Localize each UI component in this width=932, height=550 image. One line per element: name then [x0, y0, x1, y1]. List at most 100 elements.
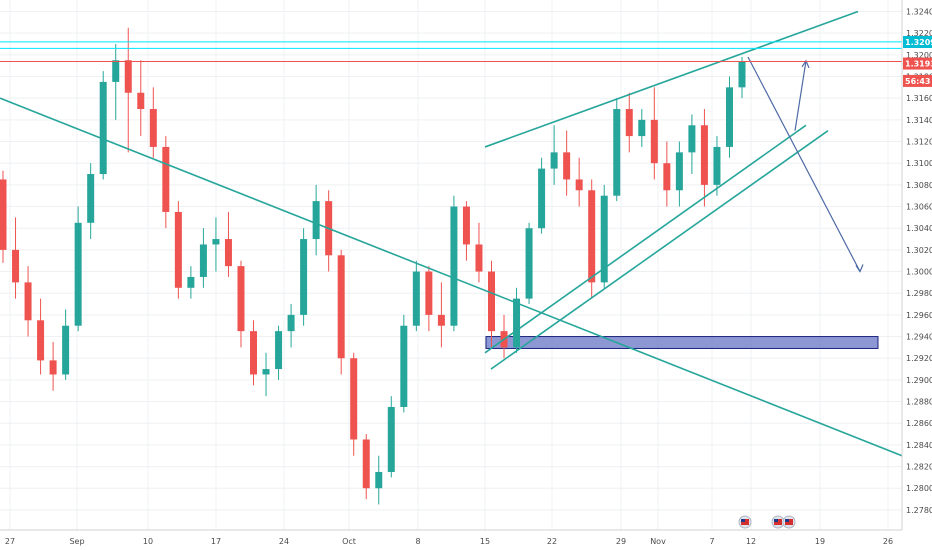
candle-body — [713, 146, 721, 185]
price-label-bg — [903, 74, 932, 87]
candle — [625, 92, 633, 153]
time-tick-label: 12 — [746, 537, 756, 546]
candle-body — [738, 61, 746, 88]
candle-body — [362, 439, 370, 489]
flag-icon[interactable] — [782, 515, 796, 529]
candle-body — [199, 244, 207, 277]
candle — [37, 298, 45, 375]
candle — [738, 57, 746, 99]
price-label-text: 1.32091 — [905, 38, 932, 47]
candle — [588, 179, 596, 299]
time-tick-label: Oct — [342, 537, 356, 546]
candle — [538, 157, 546, 234]
price-axis-panel[interactable] — [902, 0, 932, 530]
price-tick-label: 1.28600 — [906, 419, 932, 428]
flag-icon-canton — [785, 519, 789, 522]
time-tick-label: 27 — [5, 537, 15, 546]
price-tick-label: 1.30800 — [906, 181, 932, 190]
candle — [99, 71, 107, 180]
price-tick-label: 1.28200 — [906, 463, 932, 472]
candle-body — [663, 163, 671, 191]
time-tick-label: Nov — [650, 537, 666, 546]
candle-body — [287, 314, 295, 332]
price-tick-label: 1.30400 — [906, 224, 932, 233]
trendline[interactable] — [484, 10, 859, 148]
horizontal-levels[interactable] — [0, 41, 902, 63]
candle-body — [638, 119, 646, 137]
trendline[interactable] — [490, 130, 829, 370]
candle-body — [162, 146, 170, 212]
candle-body — [375, 471, 383, 489]
candle — [688, 114, 696, 175]
trendline-group[interactable] — [0, 10, 903, 457]
candle — [725, 76, 733, 158]
candle-body — [149, 109, 157, 147]
candle-body — [588, 190, 596, 283]
time-axis: 27 Sep 10 17 24 Oct 8 15 22 29 Nov 7 12 19 26 — [5, 537, 893, 546]
price-tick-label: 1.31000 — [906, 159, 932, 168]
candle — [362, 434, 370, 500]
price-tick-label: 1.28000 — [906, 484, 932, 493]
flag-icon[interactable] — [738, 515, 752, 529]
support-zone[interactable] — [485, 336, 879, 349]
price-tick-label: 1.28400 — [906, 441, 932, 450]
candle — [174, 201, 182, 299]
candle — [375, 455, 383, 505]
candle-body — [275, 331, 283, 370]
price-tick-label: 1.31200 — [906, 138, 932, 147]
candle — [475, 222, 483, 283]
time-tick-label: 10 — [143, 537, 153, 546]
candle-body — [387, 406, 395, 472]
arrow-up[interactable] — [794, 60, 807, 131]
candle — [325, 190, 333, 272]
time-tick-label: 17 — [211, 537, 221, 546]
candle — [199, 228, 207, 288]
candle — [137, 60, 145, 137]
candle — [462, 201, 470, 261]
candle — [112, 44, 120, 120]
time-tick-label: Sep — [69, 537, 84, 546]
candle-body — [237, 266, 245, 332]
candle — [212, 217, 220, 272]
candle-body — [600, 195, 608, 283]
candle — [24, 266, 32, 337]
candle — [62, 309, 70, 380]
candle-body — [525, 228, 533, 299]
candle — [12, 217, 20, 299]
price-tick-label: 1.30000 — [906, 268, 932, 277]
time-tick-label: 24 — [279, 537, 289, 546]
candle — [187, 266, 195, 299]
candle-body — [24, 282, 32, 321]
time-tick-label: 22 — [547, 537, 557, 546]
candle-body — [250, 331, 258, 375]
price-labels: 1.32091 1.31938 56:43 — [903, 35, 932, 87]
candle — [650, 87, 658, 180]
trendline[interactable] — [0, 97, 903, 457]
event-icons[interactable] — [738, 515, 796, 529]
price-tick-label: 1.29400 — [906, 333, 932, 342]
candle-body — [74, 222, 82, 326]
flag-icon[interactable] — [771, 515, 785, 529]
candle-body — [700, 125, 708, 185]
candle-body — [675, 152, 683, 191]
candle — [124, 27, 132, 153]
candle-body — [563, 152, 571, 180]
candle-body — [412, 271, 420, 326]
candle — [487, 260, 495, 348]
zone-rectangle[interactable] — [485, 336, 879, 349]
candle — [700, 109, 708, 207]
candle-body — [625, 109, 633, 137]
candle — [513, 287, 521, 353]
trendline[interactable] — [484, 124, 807, 354]
candle-body — [0, 179, 7, 250]
price-label-text: 1.31938 — [905, 60, 932, 69]
arrow-down[interactable] — [747, 56, 861, 272]
price-tick-label: 1.27800 — [906, 506, 932, 515]
candle — [149, 87, 157, 158]
price-tick-label: 1.29600 — [906, 311, 932, 320]
projection-arrows[interactable] — [747, 56, 864, 273]
price-tick-label: 1.29000 — [906, 376, 932, 385]
price-tick-label: 1.28800 — [906, 398, 932, 407]
candle — [500, 314, 508, 359]
